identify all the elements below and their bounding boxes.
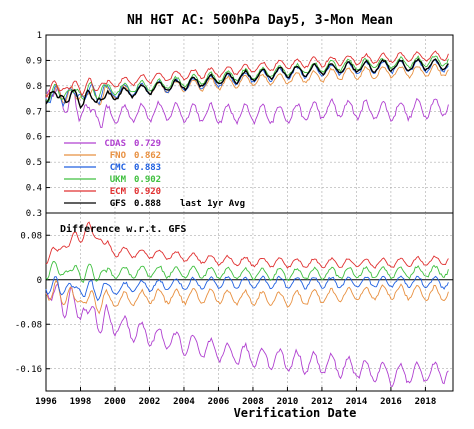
legend-avg-ecm: 0.920: [134, 187, 161, 197]
chart-title: NH HGT AC: 500hPa Day5, 3-Mon Mean: [127, 13, 393, 28]
y-tick-label: -0.08: [15, 320, 42, 330]
series-line-cdas: [45, 86, 449, 128]
y-tick-label: 0.5: [26, 158, 42, 168]
legend-name-fno: FNO: [110, 151, 127, 161]
x-tick-label: 2010: [277, 397, 299, 407]
x-ticks: 1996 1998 2000 2002 2004 2006 2008 2010 2012 2014…: [35, 387, 436, 407]
y-tick-label: 0.6: [26, 133, 42, 143]
x-axis-label: Verification Date: [234, 406, 357, 420]
legend-name-cmc: CMC: [110, 163, 126, 173]
top-y-ticks: 0.3 0.4 0.5 0.6 0.7 0.8 0.9 1: [26, 31, 50, 219]
legend-avg-fno: 0.862: [134, 151, 161, 161]
bottom-y-ticks: -0.16 -0.08 0 0.08: [15, 231, 50, 375]
x-tick-label: 2006: [208, 397, 230, 407]
bottom-plot-frame: [45, 212, 454, 392]
bottom-series-lines: [45, 221, 449, 387]
legend-avg-cdas: 0.729: [134, 139, 161, 149]
legend-note: last 1yr Avg: [180, 199, 245, 209]
x-tick-label: 2004: [173, 397, 195, 407]
x-tick-label: 2008: [242, 397, 264, 407]
y-tick-label: 0.7: [26, 107, 42, 117]
diff-line-fno: [45, 279, 449, 315]
y-tick-label: 0.08: [20, 231, 42, 241]
series-line-fno: [45, 63, 449, 106]
x-tick-label: 1996: [35, 397, 57, 407]
x-tick-label: 2014: [346, 397, 368, 407]
y-tick-label: -0.16: [15, 365, 42, 375]
x-tick-label: 2002: [139, 397, 161, 407]
bottom-panel: -0.16 -0.08 0 0.08 Difference w.r.t. GFS 19…: [15, 212, 454, 407]
diff-line-ukm: [45, 261, 449, 283]
diff-line-ecm: [45, 221, 449, 269]
bottom-grid: [46, 213, 453, 391]
top-series-lines: [45, 50, 449, 128]
y-tick-label: 0.8: [26, 82, 42, 92]
legend-name-gfs: GFS: [110, 199, 126, 209]
bottom-panel-title: Difference w.r.t. GFS: [60, 223, 186, 235]
legend-avg-gfs: 0.888: [134, 199, 161, 209]
x-tick-label: 2018: [415, 397, 437, 407]
y-tick-label: 0.4: [26, 184, 42, 194]
x-tick-label: 2000: [104, 397, 126, 407]
series-line-ecm: [45, 50, 449, 98]
y-tick-label: 0.9: [26, 56, 42, 66]
legend-name-ukm: UKM: [110, 175, 127, 185]
y-tick-label: 1: [37, 31, 42, 41]
legend-avg-cmc: 0.883: [134, 163, 161, 173]
legend-name-ecm: ECM: [110, 187, 127, 197]
y-tick-label: 0: [37, 276, 42, 286]
legend-avg-ukm: 0.902: [134, 175, 161, 185]
series-line-gfs: [45, 57, 449, 110]
x-tick-label: 2012: [311, 397, 333, 407]
top-panel: 0.3 0.4 0.5 0.6 0.7 0.8 0.9 1 CDAS 0.729 FNO 0.862…: [26, 31, 454, 219]
x-tick-label: 2016: [380, 397, 402, 407]
legend-name-cdas: CDAS: [104, 139, 126, 149]
legend: CDAS 0.729 FNO 0.862 CMC 0.883 UKM 0.902 ECM 0.92…: [64, 139, 245, 209]
diff-line-cmc: [45, 275, 449, 302]
x-tick-label: 1998: [70, 397, 92, 407]
series-line-ukm: [45, 55, 449, 103]
y-tick-label: 0.3: [26, 209, 42, 219]
diff-line-cdas: [45, 283, 449, 387]
top-grid: [46, 35, 453, 213]
